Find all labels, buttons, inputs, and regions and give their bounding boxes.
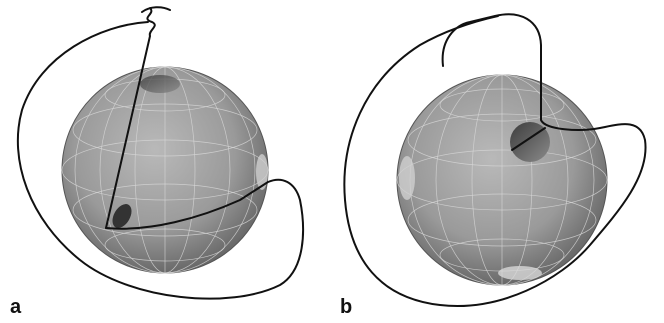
panel-label: a bbox=[10, 296, 22, 318]
figure: a b bbox=[0, 0, 664, 323]
panel-label: b bbox=[340, 296, 352, 318]
sphere-a bbox=[18, 7, 303, 298]
sphere-b bbox=[344, 14, 645, 306]
